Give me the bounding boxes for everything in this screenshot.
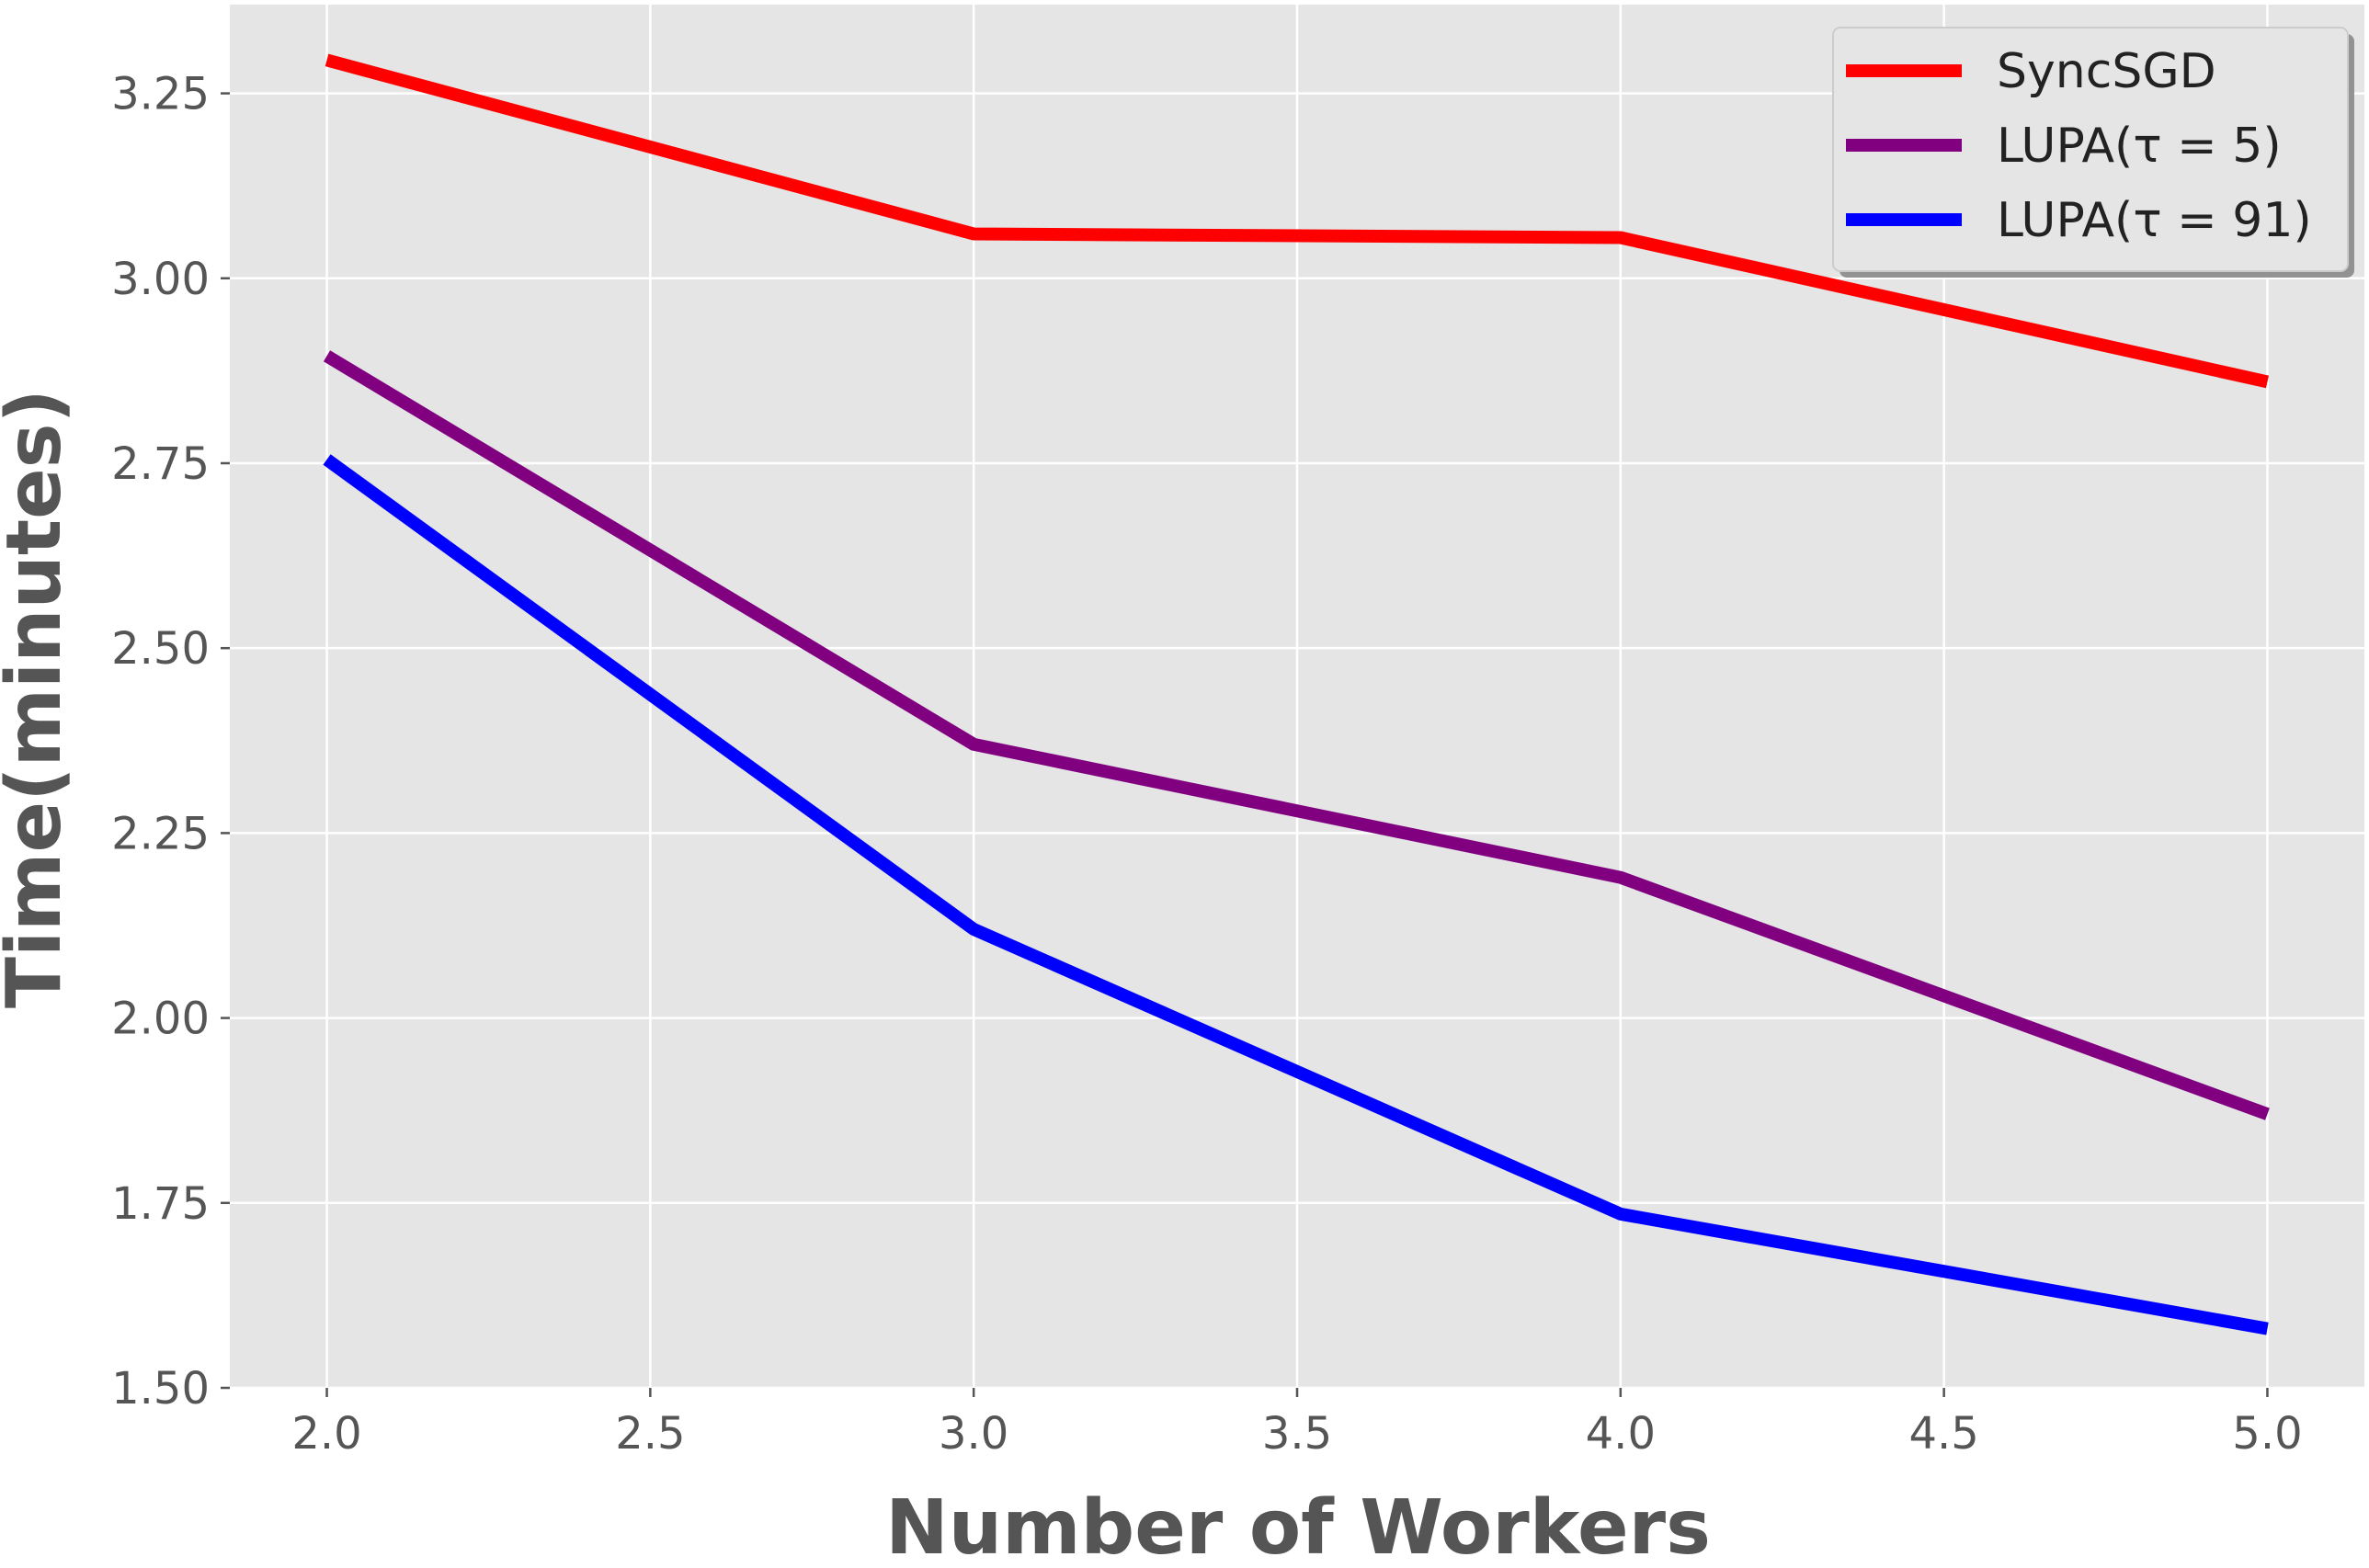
y-tick-label: 3.25: [111, 69, 210, 120]
axis-ticks: 2.0 2.5 3.0 3.5 4.0 4.5 5.0 1.50 1.75 2.00 2.25 2.5…: [111, 69, 2303, 1460]
x-axis-title: Number of Workers: [885, 1484, 1711, 1564]
series-lines: [323, 53, 2270, 1335]
series-line-2: [323, 454, 2269, 1335]
legend-label: LUPA(τ = 91): [1997, 193, 2312, 248]
legend-box: [1832, 27, 2349, 272]
y-tick-label: 3.00: [111, 254, 210, 305]
x-tick-label: 3.5: [1262, 1408, 1332, 1460]
series-line-1: [323, 350, 2270, 1120]
x-tick-label: 3.0: [939, 1408, 1008, 1460]
legend-label: LUPA(τ = 5): [1997, 119, 2282, 174]
y-tick-label: 1.75: [111, 1178, 210, 1230]
y-tick-label: 2.75: [111, 438, 210, 490]
x-tick-label: 4.5: [1908, 1408, 1978, 1460]
y-tick-label: 2.50: [111, 623, 210, 675]
y-axis-title: Time(minutes): [0, 389, 78, 1008]
y-tick-label: 2.25: [111, 808, 210, 859]
x-tick-label: 2.0: [291, 1408, 361, 1460]
legend-label: SyncSGD: [1997, 44, 2216, 99]
y-tick-label: 1.50: [111, 1363, 210, 1415]
x-tick-label: 4.0: [1586, 1408, 1656, 1460]
legend: SyncSGD LUPA(τ = 5) LUPA(τ = 91): [1832, 27, 2354, 278]
x-tick-label: 2.5: [615, 1408, 685, 1460]
y-tick-label: 2.00: [111, 994, 210, 1045]
x-tick-label: 5.0: [2232, 1408, 2302, 1460]
series-line-0: [325, 53, 2269, 389]
